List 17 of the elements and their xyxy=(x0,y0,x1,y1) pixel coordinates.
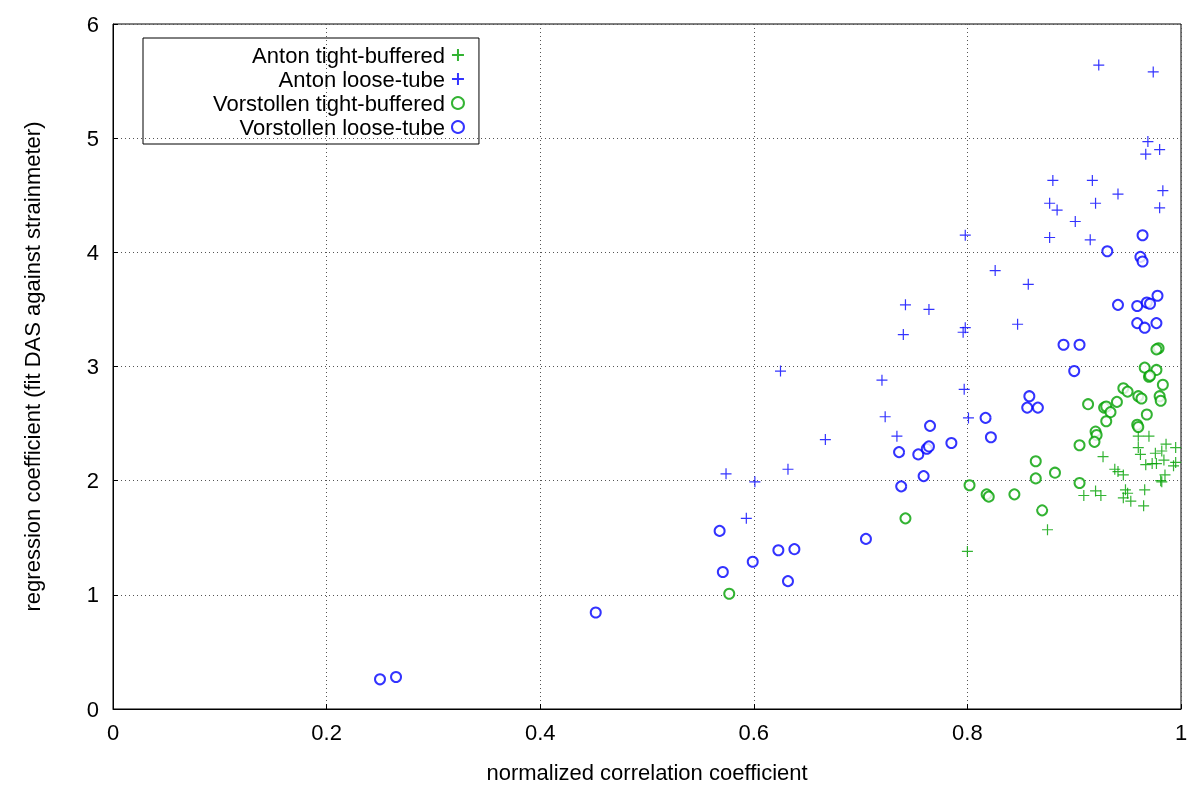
y-tick-label: 1 xyxy=(86,582,99,608)
x-tick-label: 0 xyxy=(106,719,120,745)
x-tick-label: 0.4 xyxy=(524,719,556,745)
y-tick-label: 5 xyxy=(86,125,99,151)
x-axis-title: normalized correlation coefficient xyxy=(486,759,808,785)
y-tick-label: 4 xyxy=(86,239,99,265)
y-tick-label: 3 xyxy=(86,354,99,379)
x-tick-label: 0.8 xyxy=(952,719,983,745)
y-axis-title: regression coefficient (fit DAS against strainmeter) xyxy=(19,121,45,612)
x-tick-label: 1 xyxy=(1174,719,1188,745)
y-tick-label: 6 xyxy=(86,11,99,37)
x-tick-label: 0.6 xyxy=(738,719,770,745)
x-tick-label: 0.2 xyxy=(311,719,342,745)
legend-label: Anton tight-buffered xyxy=(252,42,445,68)
y-tick-label: 0 xyxy=(86,696,99,722)
y-tick-label: 2 xyxy=(86,468,99,494)
legend-label: Vorstollen tight-buffered xyxy=(213,90,445,116)
